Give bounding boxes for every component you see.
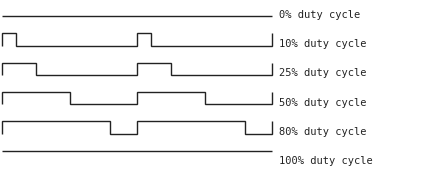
Text: 50% duty cycle: 50% duty cycle [279,98,366,108]
Text: 0% duty cycle: 0% duty cycle [279,10,360,20]
Text: 80% duty cycle: 80% duty cycle [279,127,366,137]
Text: 10% duty cycle: 10% duty cycle [279,39,366,49]
Text: 100% duty cycle: 100% duty cycle [279,156,372,166]
Text: 25% duty cycle: 25% duty cycle [279,68,366,78]
